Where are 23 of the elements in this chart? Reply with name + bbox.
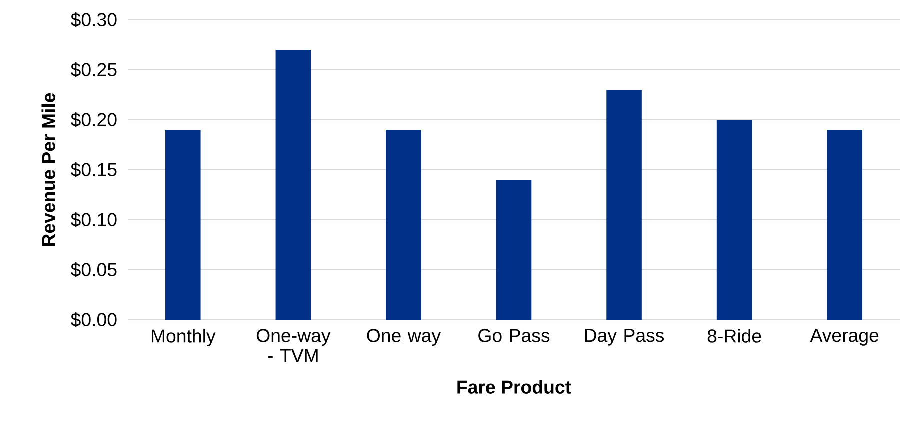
x-tick-label: Go Pass <box>478 329 550 342</box>
x-tick-label: 8-Ride <box>708 329 762 343</box>
y-tick-label: $0.05 <box>71 262 117 278</box>
y-tick-label: $0.30 <box>71 12 117 28</box>
bar <box>606 90 642 320</box>
x-tick-label: Monthly <box>152 329 216 347</box>
y-axis-title: Revenue Per Mile <box>42 93 56 246</box>
x-tick-label: One way <box>367 329 442 346</box>
x-tick-label: Day Pass <box>585 329 664 346</box>
bar <box>276 50 312 320</box>
bar <box>716 120 752 320</box>
bar <box>496 180 532 320</box>
x-tick-label: Average <box>810 329 879 346</box>
y-tick-label: $0.15 <box>71 162 117 178</box>
y-tick-label: $0.00 <box>71 312 117 328</box>
bar <box>166 130 201 320</box>
bar <box>386 130 422 320</box>
x-tick-label: One-way - TVM <box>256 329 331 362</box>
y-tick-label: $0.25 <box>71 62 117 78</box>
y-tick-label: $0.20 <box>71 112 117 128</box>
bar <box>827 130 862 320</box>
y-tick-label: $0.10 <box>71 212 117 228</box>
x-axis-title: Fare Product <box>458 380 572 394</box>
